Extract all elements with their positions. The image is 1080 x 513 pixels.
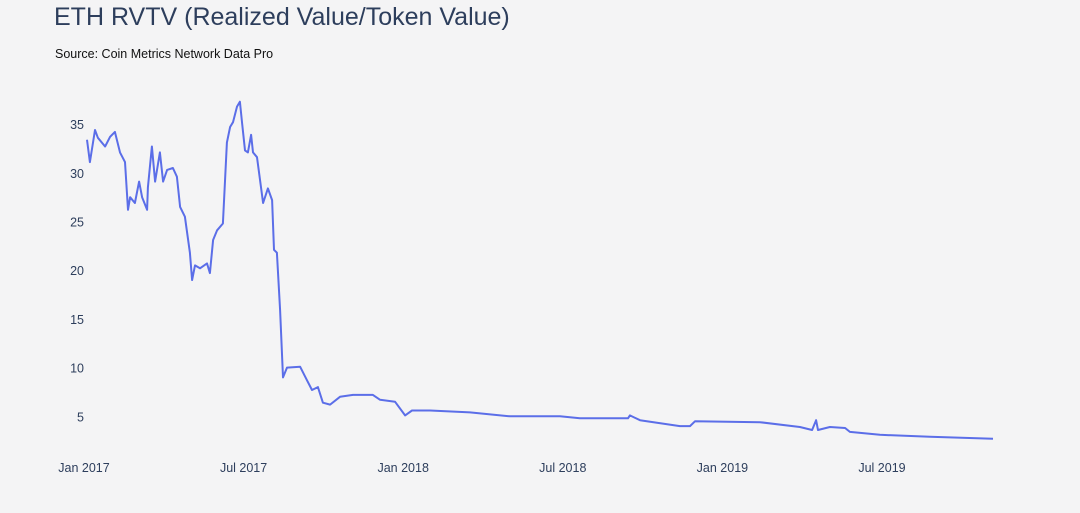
x-tick-label: Jan 2018	[377, 461, 428, 475]
y-tick-label: 30	[70, 167, 84, 181]
y-tick-label: 20	[70, 264, 84, 278]
y-tick-label: 15	[70, 313, 84, 327]
x-tick-label: Jan 2017	[58, 461, 109, 475]
series-line	[86, 100, 994, 440]
y-tick-label: 5	[77, 410, 84, 424]
x-tick-label: Jul 2019	[858, 461, 905, 475]
chart-title: ETH RVTV (Realized Value/Token Value)	[54, 3, 510, 31]
x-tick-label: Jan 2019	[697, 461, 748, 475]
y-tick-label: 35	[70, 118, 84, 132]
x-tick-label: Jul 2018	[539, 461, 586, 475]
x-tick-label: Jul 2017	[220, 461, 267, 475]
y-tick-label: 10	[70, 362, 84, 376]
chart-subtitle: Source: Coin Metrics Network Data Pro	[55, 47, 274, 61]
y-tick-label: 25	[70, 216, 84, 230]
